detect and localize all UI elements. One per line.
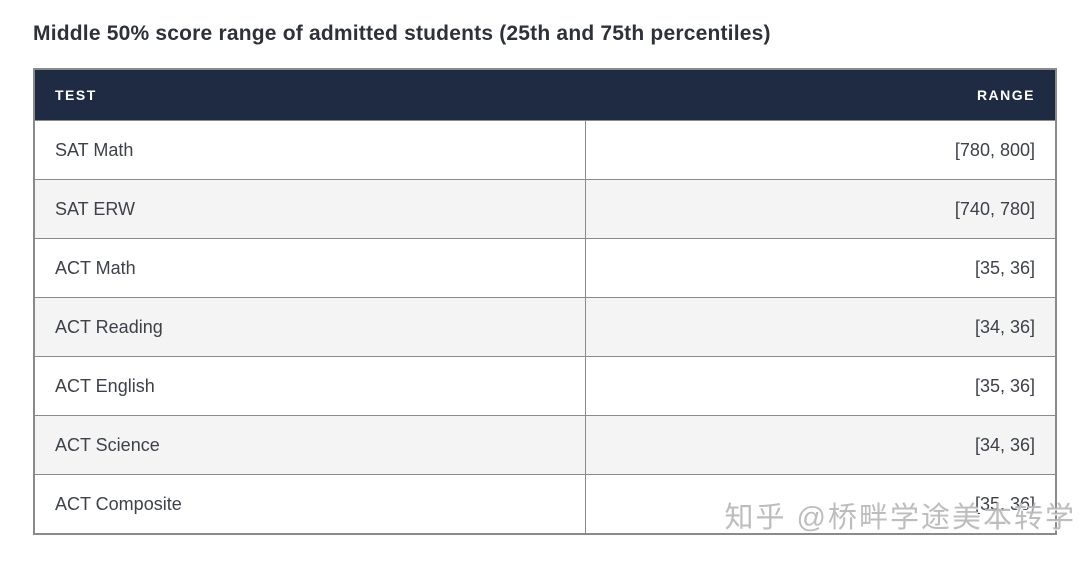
score-range-cell: [740, 780] <box>584 179 1056 239</box>
test-name-cell: ACT Reading <box>34 297 585 357</box>
test-name-cell: ACT Math <box>34 238 585 298</box>
table-row: ACT Reading [34, 36] <box>34 297 1056 357</box>
test-name-cell: ACT Science <box>34 415 585 475</box>
score-range-cell: [34, 36] <box>584 415 1056 475</box>
score-range-cell: [34, 36] <box>584 297 1056 357</box>
test-name-cell: ACT Composite <box>34 474 585 534</box>
table-row: SAT ERW [740, 780] <box>34 179 1056 239</box>
score-range-cell: [35, 36] <box>584 238 1056 298</box>
table-row: ACT English [35, 36] <box>34 356 1056 416</box>
column-header-range: RANGE <box>585 69 1056 121</box>
table-header-row: TEST RANGE <box>34 69 1056 121</box>
page-title: Middle 50% score range of admitted stude… <box>33 22 771 45</box>
table-row: ACT Composite [35, 36] <box>34 474 1056 534</box>
test-name-cell: ACT English <box>34 356 585 416</box>
score-range-table: TEST RANGE SAT Math [780, 800] SAT ERW [… <box>33 68 1057 535</box>
test-name-cell: SAT Math <box>34 120 585 180</box>
table-body: SAT Math [780, 800] SAT ERW [740, 780] A… <box>34 120 1056 534</box>
column-header-test: TEST <box>34 69 585 121</box>
table-row: ACT Math [35, 36] <box>34 238 1056 298</box>
table-row: ACT Science [34, 36] <box>34 415 1056 475</box>
score-range-cell: [780, 800] <box>584 120 1056 180</box>
table-header: TEST RANGE <box>34 69 1056 121</box>
score-range-cell: [35, 36] <box>584 356 1056 416</box>
score-range-cell: [35, 36] <box>584 474 1056 534</box>
test-name-cell: SAT ERW <box>34 179 585 239</box>
table-row: SAT Math [780, 800] <box>34 120 1056 180</box>
